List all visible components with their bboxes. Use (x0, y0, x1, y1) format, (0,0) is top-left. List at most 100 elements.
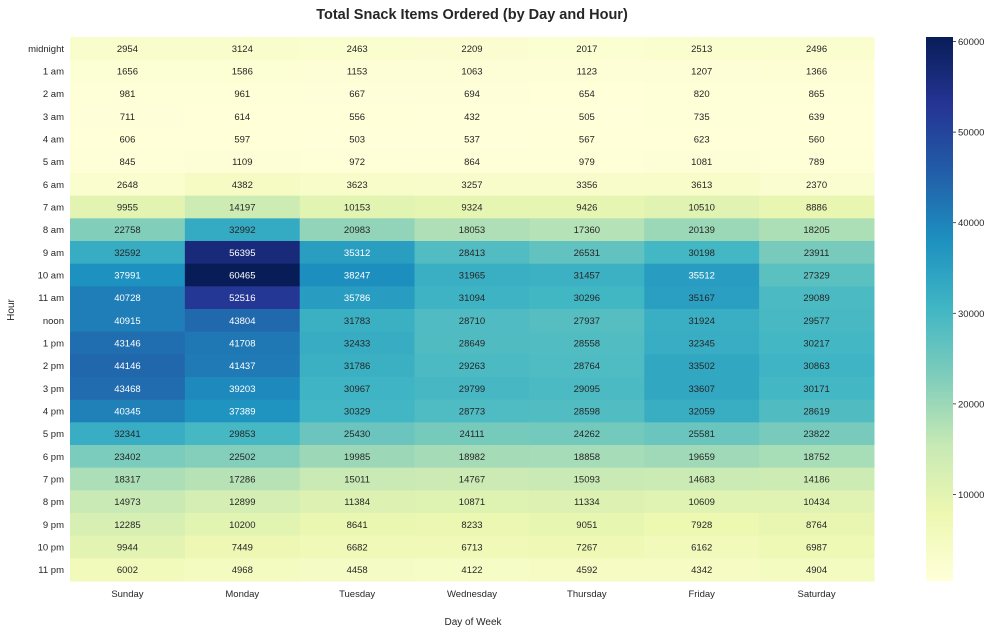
cell-value-label: 43804 (229, 316, 255, 327)
heatmap-cell (414, 241, 530, 265)
heatmap-cell (414, 286, 530, 310)
heatmap-cell (644, 195, 760, 219)
cell-value-label: 3124 (232, 44, 253, 55)
cell-value-label: 43468 (114, 384, 140, 395)
cell-value-label: 43146 (114, 339, 140, 350)
cell-value-label: 8764 (806, 520, 827, 531)
heatmap-cell (644, 127, 760, 151)
heatmap-cell (299, 105, 416, 129)
cell-value-label: 30217 (803, 339, 829, 350)
heatmap-cell (299, 150, 416, 174)
heatmap-cell (414, 558, 530, 582)
heatmap-cell (414, 445, 530, 469)
heatmap-cell (414, 331, 530, 355)
heatmap-cell (644, 218, 760, 242)
cell-value-label: 28619 (803, 407, 829, 418)
cell-value-label: 31457 (574, 271, 600, 282)
cell-value-label: 24111 (459, 429, 484, 440)
heatmap-cell (529, 535, 645, 559)
heatmap-cell (299, 309, 416, 333)
cell-value-label: 28764 (574, 361, 600, 372)
cell-value-label: 20139 (688, 225, 714, 236)
heatmap-cell (184, 490, 301, 514)
cell-value-label: 52516 (229, 293, 255, 304)
cell-value-label: 28773 (459, 407, 485, 418)
cell-value-label: 7267 (576, 543, 597, 554)
heatmap-cell (414, 218, 530, 242)
cell-value-label: 17360 (574, 225, 600, 236)
cell-value-label: 845 (120, 157, 136, 168)
heatmap-cell (759, 331, 875, 355)
cell-value-label: 614 (234, 112, 250, 123)
heatmap-cell (299, 535, 416, 559)
cell-value-label: 4968 (232, 565, 253, 576)
heatmap-cell (184, 354, 301, 378)
cell-value-label: 820 (694, 89, 710, 100)
heatmap-cell (184, 422, 301, 446)
y-axis-title: Hour (6, 298, 17, 320)
cell-value-label: 37991 (114, 271, 140, 282)
x-axis-title: Day of Week (444, 617, 502, 628)
heatmap-cell (299, 263, 416, 287)
heatmap-cell (70, 399, 186, 423)
heatmap-cell (184, 150, 301, 174)
heatmap-cell (299, 422, 416, 446)
heatmap-cell (299, 195, 416, 219)
cell-value-label: 2648 (117, 180, 138, 191)
heatmap-cell (759, 467, 875, 491)
cell-value-label: 2209 (461, 44, 482, 55)
cell-value-label: 8641 (347, 520, 368, 531)
heatmap-cell (759, 513, 875, 537)
cell-value-label: 35167 (688, 293, 714, 304)
y-tick-label: 11 am (38, 293, 64, 304)
heatmap-cells: 2954 3124 2463 2209 2017 2513 2496 1656 1586 1153… (70, 37, 875, 582)
heatmap-cell (70, 331, 186, 355)
cell-value-label: 12285 (114, 520, 140, 531)
cell-value-label: 503 (349, 135, 365, 146)
heatmap-cell (644, 105, 760, 129)
cell-value-label: 606 (120, 135, 136, 146)
cell-value-label: 12899 (229, 497, 255, 508)
y-tick-label: 7 am (43, 203, 64, 214)
heatmap-cell (644, 513, 760, 537)
cell-value-label: 789 (809, 157, 825, 168)
cell-value-label: 32592 (114, 248, 140, 259)
cell-value-label: 17286 (229, 475, 255, 486)
heatmap-cell (644, 422, 760, 446)
heatmap-cell (759, 445, 875, 469)
heatmap-cell (759, 377, 875, 401)
cell-value-label: 10153 (344, 203, 370, 214)
heatmap-cell (759, 173, 875, 197)
cell-value-label: 23911 (804, 248, 830, 259)
cell-value-label: 7449 (232, 543, 253, 554)
cell-value-label: 8886 (806, 203, 827, 214)
colorbar-tick-label: 50000 (958, 128, 984, 139)
cell-value-label: 39203 (229, 384, 255, 395)
heatmap-cell (299, 558, 416, 582)
heatmap-cell (529, 513, 645, 537)
colorbar (926, 37, 953, 581)
cell-value-label: 30967 (344, 384, 370, 395)
heatmap-cell (299, 467, 416, 491)
cell-value-label: 40345 (114, 407, 140, 418)
cell-value-label: 28558 (574, 339, 600, 350)
cell-value-label: 28710 (459, 316, 485, 327)
heatmap-cell (759, 218, 875, 242)
cell-value-label: 29089 (803, 293, 829, 304)
cell-value-label: 6713 (461, 543, 482, 554)
heatmap-cell (759, 309, 875, 333)
heatmap-cell (644, 37, 760, 61)
cell-value-label: 9426 (576, 203, 597, 214)
heatmap-cell (184, 445, 301, 469)
heatmap-cell (759, 558, 875, 582)
colorbar-tick-label: 20000 (958, 399, 984, 410)
cell-value-label: 1656 (117, 67, 138, 78)
cell-value-label: 8233 (461, 520, 482, 531)
cell-value-label: 6002 (117, 565, 138, 576)
cell-value-label: 10510 (688, 203, 714, 214)
cell-value-label: 10434 (803, 497, 829, 508)
heatmap-cell (644, 82, 760, 106)
y-tick-label: 5 pm (43, 429, 64, 440)
cell-value-label: 9955 (117, 203, 138, 214)
heatmap-cell (299, 82, 416, 106)
